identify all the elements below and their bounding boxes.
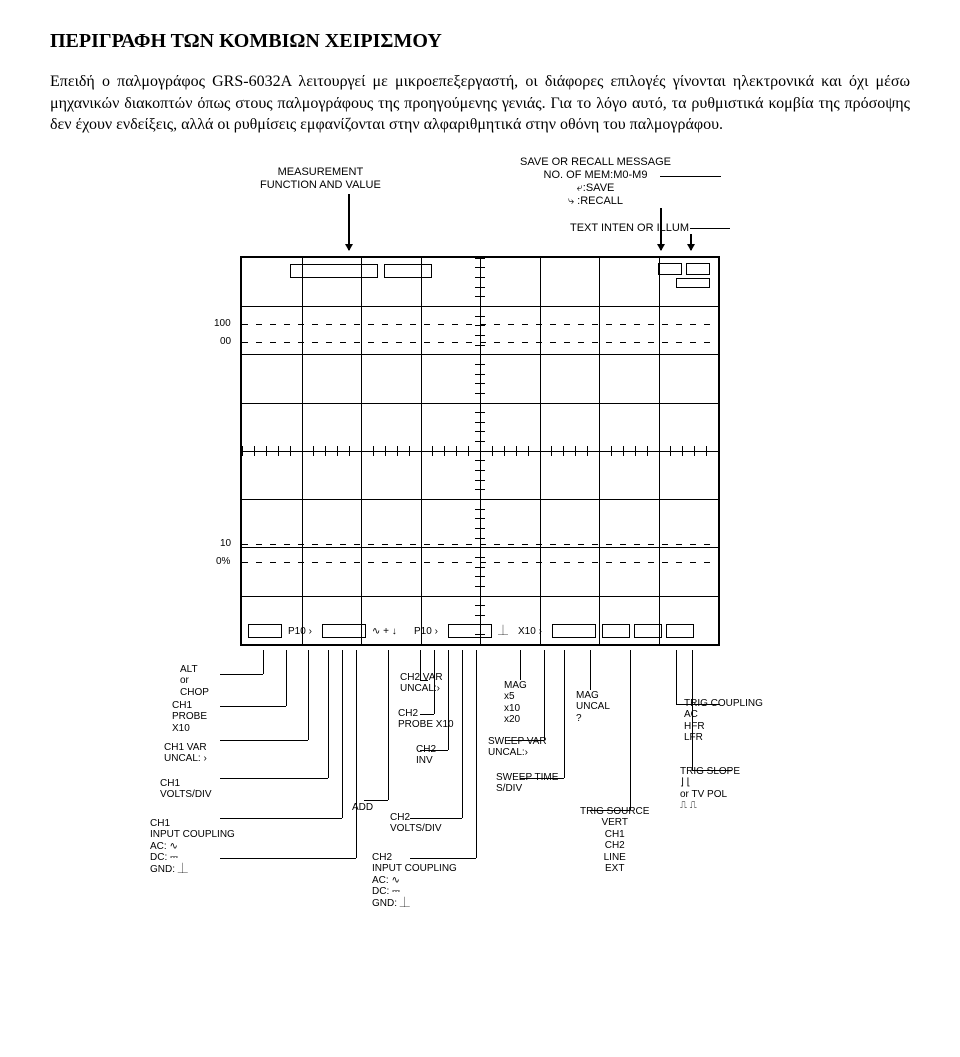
mem-box [686, 263, 710, 275]
lbl-text-inten: TEXT INTEN OR ILLUM [570, 222, 689, 235]
lbl-ch1probe: CH1 PROBE X10 [172, 700, 207, 735]
readout-box [602, 624, 630, 638]
mem-box [676, 278, 710, 288]
x10: X10 › [518, 626, 542, 637]
mem-box [658, 263, 682, 275]
scale-10: 10 [220, 538, 231, 549]
arrow-inten [690, 234, 692, 250]
lbl-ch2probe: CH2 PROBE X10 [398, 708, 454, 731]
scale-100: 100 [214, 318, 231, 329]
lbl-ch1var: CH1 VAR UNCAL: › [164, 742, 207, 765]
sym1: ∿ + ↓ [372, 626, 397, 637]
readout-box [552, 624, 596, 638]
readout-box [384, 264, 432, 278]
page-heading: ΠΕΡΙΓΡΑΦΗ ΤΩΝ ΚΟΜΒΙΩΝ ΧΕΙΡΙΣΜΟΥ [50, 30, 910, 53]
p10b: P10 › [414, 626, 438, 637]
arrow-measurement [348, 194, 350, 250]
lbl-trigsrc: TRIG SOURCE VERT CH1 CH2 LINE EXT [580, 806, 649, 875]
readout-box [448, 624, 492, 638]
lbl-ch2var: CH2 VAR UNCAL:› [400, 672, 443, 695]
lbl-ch1coup: CH1 INPUT COUPLING AC: ∿ DC: ⎓ GND: ⏊ [150, 818, 235, 876]
lbl-ch1vdiv: CH1 VOLTS/DIV [160, 778, 212, 801]
bottom-annotations: ALT or CHOP CH1 PROBE X10 CH1 VAR UNCAL:… [120, 650, 840, 980]
lbl-measurement: MEASUREMENT FUNCTION AND VALUE [260, 166, 381, 192]
lbl-altchop: ALT or CHOP [180, 664, 209, 699]
scale-00: 00 [220, 336, 231, 347]
readout-box [248, 624, 282, 638]
lbl-save-recall: SAVE OR RECALL MESSAGE NO. OF MEM:M0-M9 … [520, 156, 671, 209]
scale-0pct: 0% [216, 556, 230, 567]
lbl-trigcoup: TRIG COUPLING AC HFR LFR [684, 698, 763, 744]
oscilloscope-diagram: MEASUREMENT FUNCTION AND VALUE SAVE OR R… [120, 166, 840, 980]
lbl-ch2coup: CH2 INPUT COUPLING AC: ∿ DC: ⎓ GND: ⏊ [372, 852, 457, 910]
scope-screen: 100 00 10 0% P10 › ∿ + ↓ P10 › ⏊ X10 › [240, 256, 720, 646]
lbl-maguncal: MAG UNCAL ? [576, 690, 610, 725]
symgnd: ⏊ [498, 622, 508, 637]
readout-box [666, 624, 694, 638]
lbl-trigslope: TRIG SLOPE ⌋ ⌊ or TV POL ⎍ ⎍ [680, 766, 740, 812]
readout-box [322, 624, 366, 638]
lbl-ch2vdiv: CH2 VOLTS/DIV [390, 812, 442, 835]
top-labels: MEASUREMENT FUNCTION AND VALUE SAVE OR R… [120, 166, 840, 256]
lbl-ch2inv: CH2 INV [416, 744, 436, 767]
lbl-add: ADD [352, 802, 373, 814]
lbl-sweepvar: SWEEP VAR UNCAL:› [488, 736, 547, 759]
readout-box [290, 264, 378, 278]
lbl-sweeptime: SWEEP TIME S/DIV [496, 772, 558, 795]
intro-paragraph: Επειδή ο παλμογράφος GRS-6032A λειτουργε… [50, 71, 910, 136]
lbl-mag: MAG x5 x10 x20 [504, 680, 527, 726]
p10a: P10 › [288, 626, 312, 637]
